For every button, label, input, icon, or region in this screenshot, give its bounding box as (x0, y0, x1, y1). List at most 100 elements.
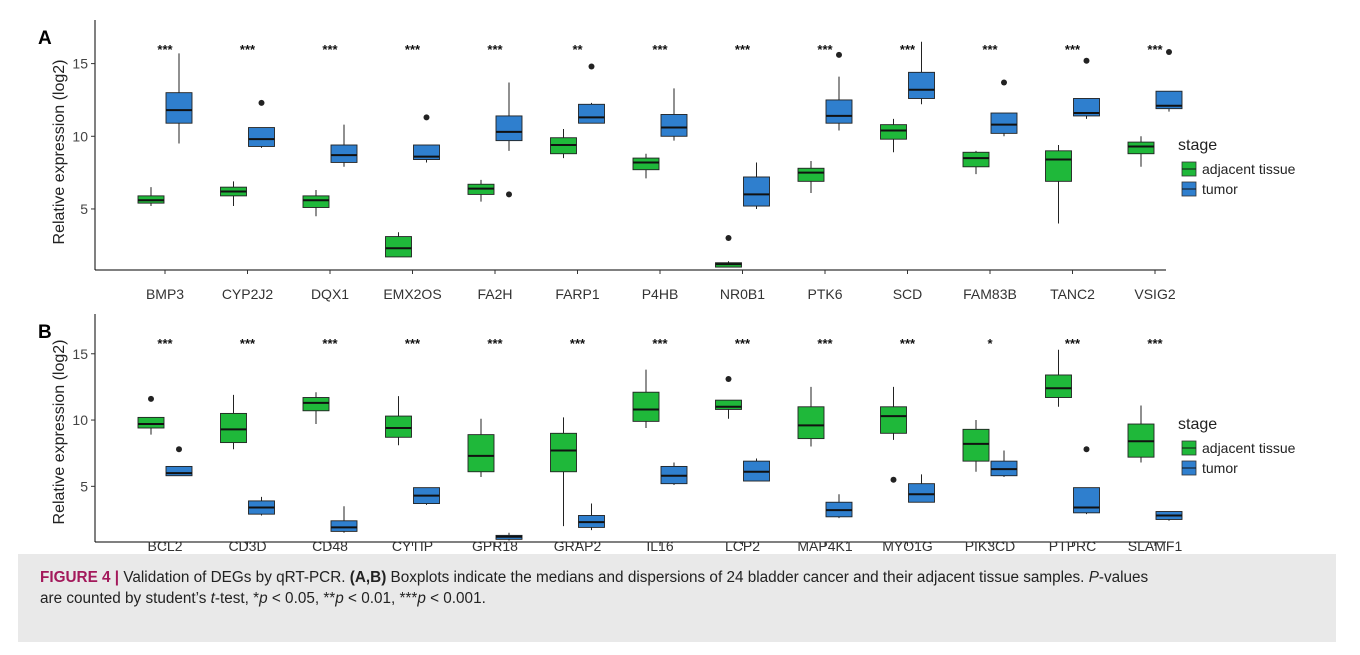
box-outlier (148, 395, 154, 402)
caption-text-2: Boxplots indicate the medians and disper… (386, 569, 1089, 586)
significance-label: *** (982, 42, 998, 57)
box-iqr (908, 71, 935, 99)
box-tumor (165, 446, 193, 477)
box-adjacent (220, 394, 247, 450)
significance-label: *** (735, 42, 751, 57)
y-axis-label: Relative expression (log2) (51, 60, 68, 245)
box-outlier (588, 63, 595, 70)
x-tick-label: CD48 (312, 538, 348, 554)
box-iqr (632, 157, 660, 171)
x-tick-label: TANC2 (1050, 286, 1095, 302)
panel-letter: A (38, 28, 52, 49)
box-outlier (258, 99, 265, 106)
box-adjacent (962, 420, 990, 472)
box-iqr (797, 406, 825, 440)
significance-label: *** (1065, 336, 1081, 351)
y-tick-label: 10 (72, 412, 88, 428)
significance-label: *** (1147, 42, 1163, 57)
box-iqr (330, 144, 358, 163)
caption-line2-a: are counted by student’s (40, 590, 211, 607)
box-outlier (725, 375, 732, 382)
box-iqr (165, 465, 193, 477)
significance-label: *** (1065, 42, 1081, 57)
caption-line2-d: < 0.01, *** (343, 590, 418, 607)
x-tick-label: SLAMF1 (1128, 538, 1183, 554)
box-adjacent (550, 129, 577, 159)
significance-label: *** (240, 42, 256, 57)
caption-p1: p (259, 590, 268, 607)
box-iqr (330, 520, 358, 532)
x-tick-label: MYO1G (882, 538, 933, 554)
box-iqr (1073, 98, 1100, 117)
box-adjacent (1127, 405, 1155, 463)
box-adjacent (550, 417, 577, 527)
box-iqr (908, 483, 935, 503)
box-tumor (165, 53, 193, 144)
box-iqr (632, 391, 660, 422)
y-tick-label: 15 (72, 56, 88, 72)
box-adjacent (797, 160, 825, 193)
box-tumor (825, 51, 853, 131)
x-tick-label: SCD (893, 286, 923, 302)
box-adjacent (632, 369, 660, 428)
caption-p3: p (417, 590, 426, 607)
significance-label: *** (405, 42, 421, 57)
box-adjacent (385, 396, 412, 446)
x-tick-label: IL16 (646, 538, 673, 554)
figure-caption: FIGURE 4 | Validation of DEGs by qRT-PCR… (18, 554, 1336, 642)
significance-label: *** (157, 42, 173, 57)
box-tumor (990, 79, 1018, 137)
significance-label: *** (735, 336, 751, 351)
box-iqr (990, 112, 1018, 134)
box-iqr (385, 236, 412, 258)
box-iqr (962, 151, 990, 168)
box-adjacent (220, 181, 247, 207)
box-adjacent (880, 118, 907, 153)
box-iqr (797, 167, 825, 182)
x-tick-label: PTPRC (1049, 538, 1096, 554)
box-adjacent (797, 386, 825, 447)
x-tick-label: MAP4K1 (797, 538, 852, 554)
box-tumor (330, 124, 358, 167)
box-tumor (413, 487, 440, 505)
box-tumor (660, 88, 688, 141)
y-tick-label: 5 (80, 201, 88, 217)
box-tumor (578, 63, 605, 124)
legend-title: stage (1178, 137, 1217, 154)
box-tumor (495, 532, 523, 541)
x-tick-label: FARP1 (555, 286, 600, 302)
caption-panels: (A,B) (349, 569, 387, 586)
box-tumor (825, 494, 853, 519)
legend: stage adjacent tissue tumor (1178, 137, 1296, 197)
significance-label: *** (157, 336, 173, 351)
box-tumor (908, 41, 935, 105)
box-outlier (1001, 79, 1007, 86)
significance-label: *** (405, 336, 421, 351)
box-outlier (423, 114, 430, 121)
box-iqr (302, 397, 330, 412)
panel-a: A Relative expression (log2) 5 10 15 BMP3 *** C… (38, 20, 1296, 302)
x-tick-label: P4HB (642, 286, 679, 302)
box-iqr (578, 103, 605, 124)
box-outlier (1166, 48, 1172, 55)
box-outlier (836, 51, 842, 58)
significance-label: *** (487, 336, 503, 351)
box-iqr (385, 415, 412, 438)
box-adjacent (467, 179, 495, 202)
significance-label: *** (817, 336, 833, 351)
box-tumor (1155, 48, 1183, 112)
box-iqr (880, 406, 907, 434)
box-adjacent (302, 190, 330, 217)
x-tick-label: VSIG2 (1134, 286, 1175, 302)
box-iqr (880, 124, 907, 140)
significance-label: *** (322, 336, 338, 351)
box-tumor (248, 496, 275, 516)
box-iqr (1127, 141, 1155, 155)
box-iqr (825, 99, 853, 124)
box-adjacent (137, 187, 165, 207)
box-tumor (1073, 57, 1100, 119)
caption-text-3: -values (1098, 569, 1149, 586)
box-tumor (908, 474, 935, 503)
box-outlier (725, 235, 732, 242)
